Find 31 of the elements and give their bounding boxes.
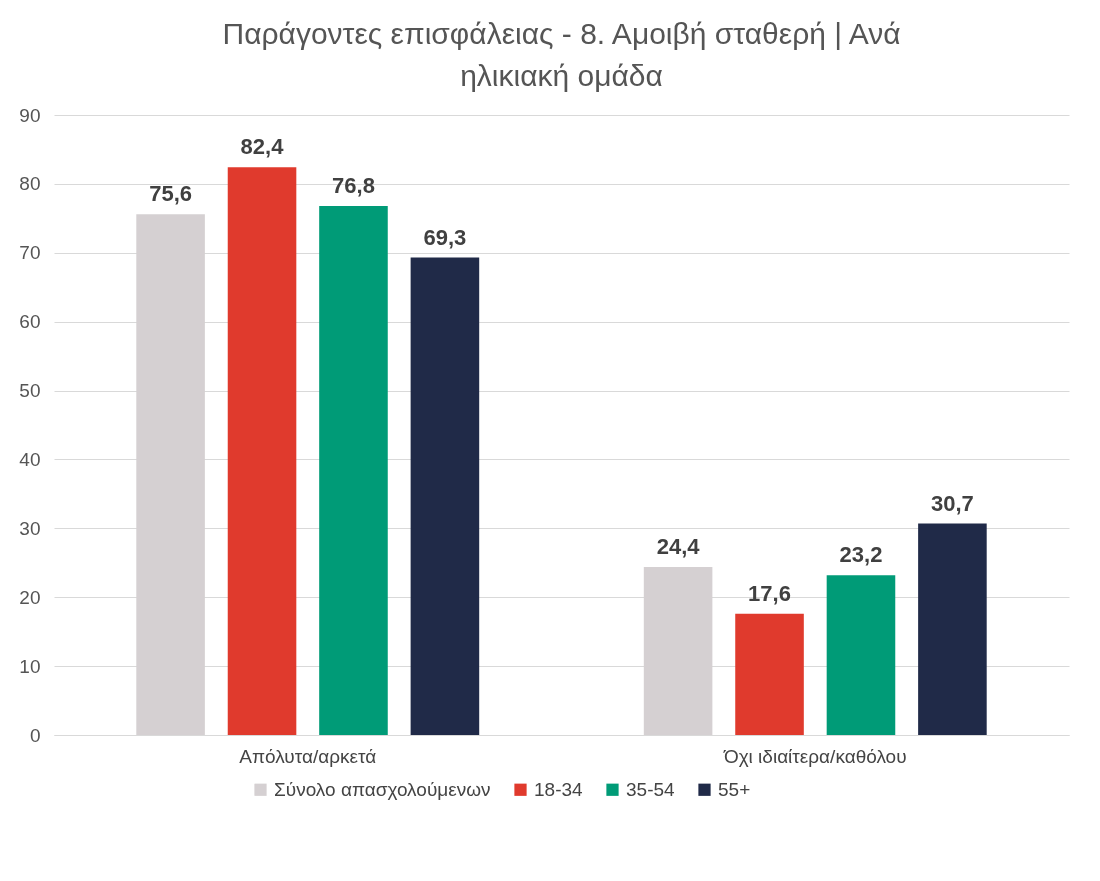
chart-title: Παράγοντες επισφάλειας - 8. Αμοιβή σταθερή | Ανά ηλικιακή ομάδα xyxy=(222,17,901,92)
data-label: 30,7 xyxy=(931,490,974,516)
legend-label: 55+ xyxy=(718,778,751,800)
bar xyxy=(319,205,388,735)
data-label: 82,4 xyxy=(240,134,285,160)
bar xyxy=(918,523,987,735)
y-tick-label: 90 xyxy=(19,104,41,126)
legend-label: Σύνολο απασχολούμενων xyxy=(274,778,491,800)
data-label: 76,8 xyxy=(332,172,375,198)
y-tick-label: 10 xyxy=(19,655,41,677)
y-tick-label: 50 xyxy=(19,380,41,402)
y-tick-label: 80 xyxy=(19,173,41,195)
bar xyxy=(410,257,480,735)
x-tick-label: Όχι ιδιαίτερα/καθόλου xyxy=(722,745,907,767)
y-tick-label: 70 xyxy=(19,242,41,264)
data-label: 75,6 xyxy=(149,181,192,207)
legend-label: 35-54 xyxy=(626,778,676,800)
legend-label: 18-34 xyxy=(534,778,584,800)
y-tick-label: 60 xyxy=(19,311,41,333)
data-label: 69,3 xyxy=(423,224,467,250)
y-tick-label: 40 xyxy=(19,448,41,470)
data-label: 24,4 xyxy=(656,533,701,559)
x-tick-label: Απόλυτα/αρκετά xyxy=(239,745,377,767)
bar xyxy=(227,167,297,735)
data-label: 23,2 xyxy=(839,542,883,568)
y-tick-label: 0 xyxy=(29,724,41,746)
data-label: 17,6 xyxy=(748,580,791,606)
bar xyxy=(735,613,804,735)
bar xyxy=(826,575,896,735)
y-tick-label: 20 xyxy=(19,586,41,608)
y-tick-label: 30 xyxy=(19,517,41,539)
